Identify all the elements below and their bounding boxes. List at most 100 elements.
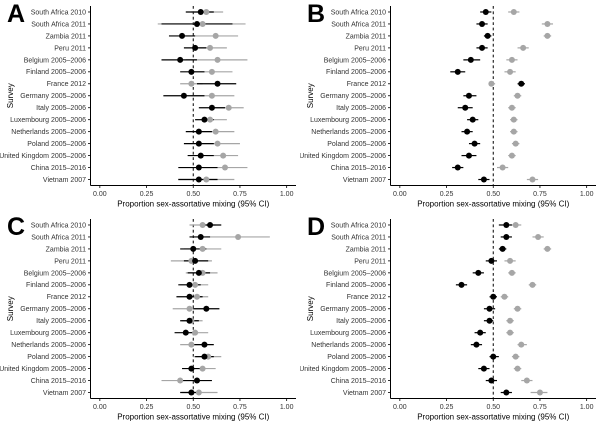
data-point-black	[465, 152, 472, 159]
data-point-black	[503, 221, 510, 228]
data-point-black	[465, 92, 472, 99]
row-label: Zambia 2011	[46, 246, 86, 253]
data-point-gray	[523, 377, 530, 384]
row-label: Poland 2005–2006	[327, 141, 386, 148]
data-point-gray	[510, 128, 517, 135]
row-label: United Kingdom 2005–2006	[300, 365, 386, 372]
y-axis-title: Survey	[6, 83, 15, 108]
data-point-black	[201, 353, 208, 360]
data-point-gray	[510, 116, 517, 123]
data-point-gray	[544, 245, 551, 252]
data-point-gray	[199, 20, 206, 27]
data-point-black	[193, 20, 200, 27]
data-point-black	[188, 389, 195, 396]
data-point-black	[490, 353, 497, 360]
data-point-gray	[535, 233, 542, 240]
data-point-black	[195, 164, 202, 171]
data-point-black	[201, 341, 208, 348]
data-point-gray	[192, 281, 199, 288]
data-point-black	[197, 8, 204, 15]
data-point-gray	[208, 68, 215, 75]
data-point-gray	[508, 152, 515, 159]
data-point-black	[186, 317, 193, 324]
data-point-gray	[208, 92, 215, 99]
data-point-black	[188, 365, 195, 372]
x-axis-title: Proportion sex-assortative mixing (95% C…	[117, 200, 269, 209]
data-point-black	[201, 116, 208, 123]
data-point-black	[503, 389, 510, 396]
data-point-black	[477, 329, 484, 336]
row-label: Italy 2005–2006	[336, 318, 386, 325]
data-point-gray	[188, 341, 195, 348]
data-point-black	[180, 92, 187, 99]
data-point-black	[480, 176, 487, 183]
data-point-black	[462, 104, 469, 111]
row-label: Germany 2005–2006	[320, 306, 386, 313]
row-label: Italy 2005–2006	[336, 105, 386, 112]
data-point-gray	[195, 389, 202, 396]
row-label: China 2015–2016	[31, 377, 86, 384]
row-label: France 2012	[347, 294, 386, 301]
data-point-gray	[186, 305, 193, 312]
data-point-gray	[529, 281, 536, 288]
x-tick-label: 0.25	[140, 404, 154, 411]
data-point-gray	[507, 257, 514, 264]
data-point-gray	[212, 32, 219, 39]
data-point-black	[518, 80, 525, 87]
y-axis-title: Survey	[306, 83, 315, 108]
data-point-black	[177, 56, 184, 63]
data-point-gray	[544, 32, 551, 39]
data-point-black	[203, 305, 210, 312]
y-axis-title: Survey	[6, 296, 15, 321]
x-tick-label: 0.50	[186, 404, 200, 411]
data-point-gray	[199, 221, 206, 228]
x-tick-label: 0.50	[186, 191, 200, 198]
data-point-gray	[214, 56, 221, 63]
data-point-gray	[203, 176, 210, 183]
data-point-black	[195, 140, 202, 147]
x-tick-label: 0.25	[440, 191, 454, 198]
data-point-black	[454, 68, 461, 75]
data-point-black	[179, 32, 186, 39]
data-point-gray	[508, 56, 515, 63]
row-label: Germany 2005–2006	[320, 93, 386, 100]
row-label: Peru 2011	[54, 258, 86, 265]
row-label: Netherlands 2005–2006	[311, 129, 386, 136]
data-point-black	[186, 293, 193, 300]
row-label: Poland 2005–2006	[27, 354, 86, 361]
x-axis-title: Proportion sex-assortative mixing (95% C…	[417, 412, 569, 421]
data-point-gray	[203, 8, 210, 15]
data-point-black	[482, 8, 489, 15]
data-point-gray	[544, 20, 551, 27]
x-tick-label: 1.00	[580, 191, 594, 198]
data-point-gray	[177, 377, 184, 384]
data-point-gray	[214, 140, 221, 147]
data-point-gray	[225, 104, 232, 111]
x-tick-label: 0.50	[486, 191, 500, 198]
data-point-gray	[514, 305, 521, 312]
row-label: Luxembourg 2005–2006	[310, 330, 386, 337]
x-tick-label: 0.75	[533, 191, 547, 198]
data-point-black	[186, 281, 193, 288]
row-label: Germany 2005–2006	[20, 93, 86, 100]
data-point-gray	[222, 164, 229, 171]
x-axis-title: Proportion sex-assortative mixing (95% C…	[417, 200, 569, 209]
data-point-black	[475, 269, 482, 276]
row-label: Peru 2011	[54, 45, 86, 52]
data-point-gray	[207, 116, 214, 123]
x-tick-label: 1.00	[280, 404, 294, 411]
row-label: Finland 2005–2006	[326, 282, 386, 289]
row-label: Zambia 2011	[346, 33, 386, 40]
data-point-gray	[212, 128, 219, 135]
row-label: Netherlands 2005–2006	[11, 129, 86, 136]
row-label: France 2012	[347, 81, 386, 88]
data-point-black	[473, 341, 480, 348]
data-point-black	[484, 32, 491, 39]
row-label: Netherlands 2005–2006	[11, 342, 86, 349]
data-point-black	[192, 44, 199, 51]
row-label: Poland 2005–2006	[327, 354, 386, 361]
row-label: Belgium 2005–2006	[24, 270, 86, 277]
x-tick-label: 0.25	[440, 404, 454, 411]
row-label: Finland 2005–2006	[326, 69, 386, 76]
